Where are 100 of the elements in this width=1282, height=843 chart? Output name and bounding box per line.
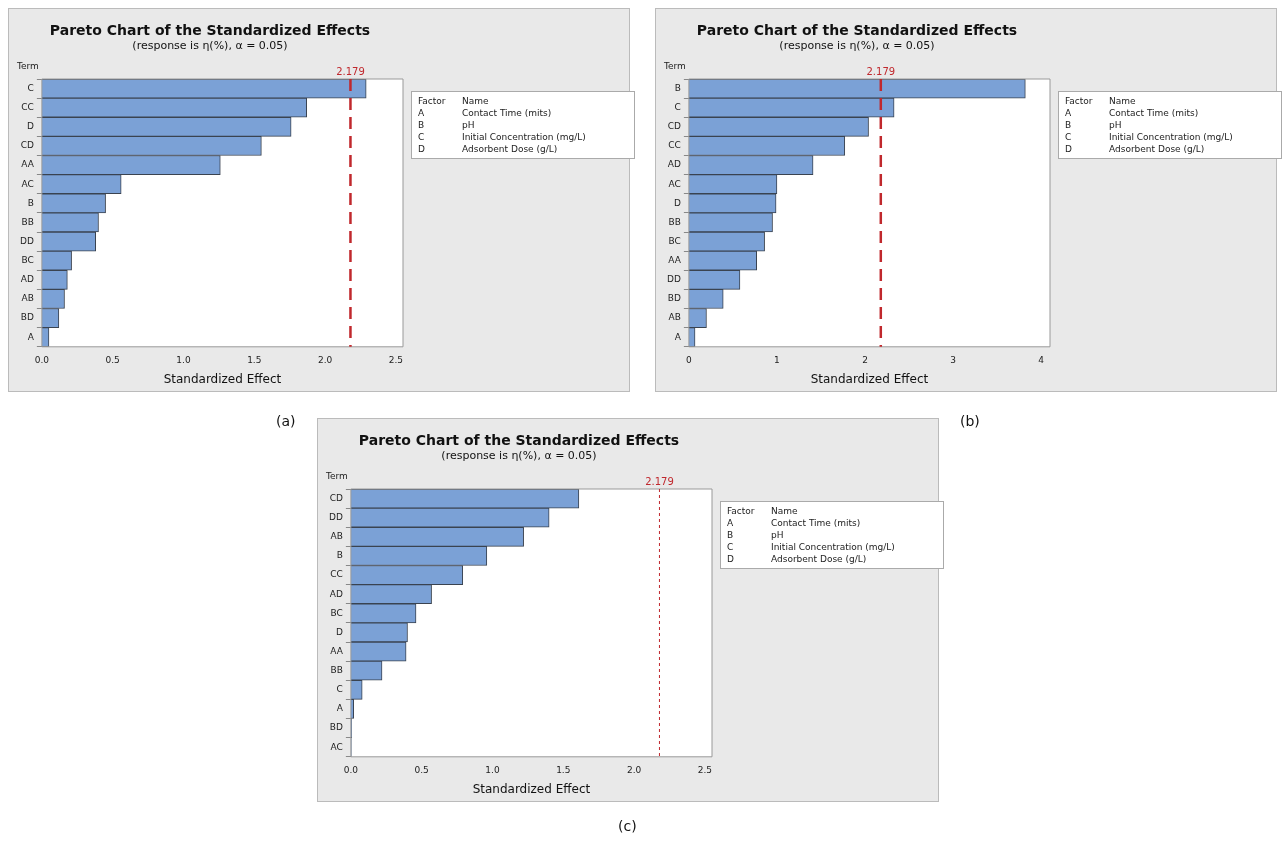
text: Contact Time (mits) <box>462 107 552 119</box>
text: Name <box>462 95 489 107</box>
text: C <box>727 541 735 553</box>
y-tick-label: D <box>26 121 34 132</box>
x-axis-title: Standardized Effect <box>163 371 282 386</box>
y-tick-label: BD <box>667 293 681 304</box>
chart-title: Pareto Chart of the Standardized Effects <box>696 22 1018 39</box>
x-tick-label: 3 <box>950 354 956 365</box>
x-tick-label: 1.0 <box>485 764 500 775</box>
x-tick-label: 2.0 <box>317 354 333 365</box>
text: (a) <box>276 413 296 429</box>
text: Adsorbent Dose (g/L) <box>462 143 558 155</box>
x-tick-label: 0.0 <box>343 764 359 775</box>
ref-line-label: 2.179 <box>645 475 674 487</box>
text: D <box>418 143 426 155</box>
text: Factor <box>727 505 756 517</box>
x-tick-label: 2.5 <box>388 354 404 365</box>
text: Factor <box>1065 95 1094 107</box>
y-tick-label: AD <box>20 274 34 285</box>
text: Contact Time (mits) <box>1109 107 1199 119</box>
chart-subtitle: (response is η(%), α = 0.05) <box>441 449 597 463</box>
x-tick-label: 1.5 <box>247 354 262 365</box>
x-tick-label: 1 <box>774 354 780 365</box>
x-tick-label: 1.5 <box>556 764 571 775</box>
y-tick-label: B <box>674 82 681 93</box>
x-tick-label: 2 <box>862 354 868 365</box>
x-tick-label: 2.5 <box>697 764 713 775</box>
y-tick-label: AA <box>21 159 35 170</box>
y-tick-label: CC <box>21 102 34 113</box>
text: D <box>727 553 735 565</box>
text: B <box>418 119 426 131</box>
y-axis-title: Term <box>663 60 686 71</box>
y-tick-label: A <box>674 331 682 342</box>
y-tick-label: BC <box>330 607 343 618</box>
text: Initial Concentration (mg/L) <box>462 131 586 143</box>
y-tick-label: D <box>335 626 343 637</box>
y-tick-label: CD <box>20 140 34 151</box>
text: Adsorbent Dose (g/L) <box>1109 143 1205 155</box>
y-tick-label: BD <box>20 312 34 323</box>
y-tick-label: DD <box>328 512 343 523</box>
y-tick-label: C <box>27 82 34 93</box>
text: pH <box>1109 119 1122 131</box>
y-tick-label: A <box>27 331 35 342</box>
y-tick-label: AC <box>21 178 34 189</box>
text: C <box>1065 131 1073 143</box>
y-tick-label: BB <box>330 665 343 676</box>
y-tick-label: B <box>27 197 34 208</box>
x-tick-label: 4 <box>1038 354 1045 365</box>
y-tick-label: BC <box>668 235 681 246</box>
y-tick-label: AC <box>330 741 343 752</box>
y-tick-label: DD <box>666 274 681 285</box>
text: Factor <box>418 95 447 107</box>
y-tick-label: AC <box>668 178 681 189</box>
text: Name <box>771 505 798 517</box>
text: pH <box>771 529 784 541</box>
y-tick-label: CC <box>330 569 343 580</box>
x-tick-label: 1.0 <box>176 354 191 365</box>
x-tick-label: 2.0 <box>626 764 642 775</box>
y-tick-label: C <box>336 684 343 695</box>
text: A <box>418 107 426 119</box>
x-axis-title: Standardized Effect <box>472 781 591 796</box>
text: Initial Concentration (mg/L) <box>1109 131 1233 143</box>
y-axis-title: Term <box>325 470 348 481</box>
y-tick-label: DD <box>19 235 34 246</box>
y-tick-label: AB <box>668 312 681 323</box>
y-axis-title: Term <box>16 60 39 71</box>
y-tick-label: AA <box>668 255 682 266</box>
text: Contact Time (mits) <box>771 517 861 529</box>
text: B <box>727 529 735 541</box>
x-tick-label: 0.0 <box>34 354 50 365</box>
y-tick-label: AD <box>667 159 681 170</box>
y-tick-label: AA <box>330 645 344 656</box>
ref-line-label: 2.179 <box>866 65 896 77</box>
x-axis-title: Standardized Effect <box>810 371 929 386</box>
y-tick-label: CD <box>329 492 343 503</box>
ref-line-label: 2.179 <box>336 65 365 77</box>
text: Adsorbent Dose (g/L) <box>771 553 867 565</box>
y-tick-label: C <box>674 102 681 113</box>
text: Name <box>1109 95 1136 107</box>
chart-subtitle: (response is η(%), α = 0.05) <box>779 39 935 53</box>
y-tick-label: BC <box>21 255 34 266</box>
y-tick-label: AB <box>21 293 34 304</box>
text: pH <box>462 119 475 131</box>
y-tick-label: CD <box>667 121 681 132</box>
chart-title: Pareto Chart of the Standardized Effects <box>49 22 371 39</box>
y-tick-label: BB <box>668 216 681 227</box>
y-tick-label: B <box>336 550 343 561</box>
text: B <box>1065 119 1073 131</box>
y-tick-label: AD <box>329 588 343 599</box>
text: D <box>1065 143 1073 155</box>
chart-subtitle: (response is η(%), α = 0.05) <box>132 39 288 53</box>
chart-title: Pareto Chart of the Standardized Effects <box>358 432 680 449</box>
text: A <box>1065 107 1073 119</box>
text: (b) <box>960 413 980 429</box>
x-tick-label: 0 <box>685 354 692 365</box>
text: (c) <box>618 818 637 834</box>
text: A <box>727 517 735 529</box>
x-tick-label: 0.5 <box>414 764 429 775</box>
y-tick-label: BB <box>21 216 34 227</box>
y-tick-label: BD <box>329 722 343 733</box>
